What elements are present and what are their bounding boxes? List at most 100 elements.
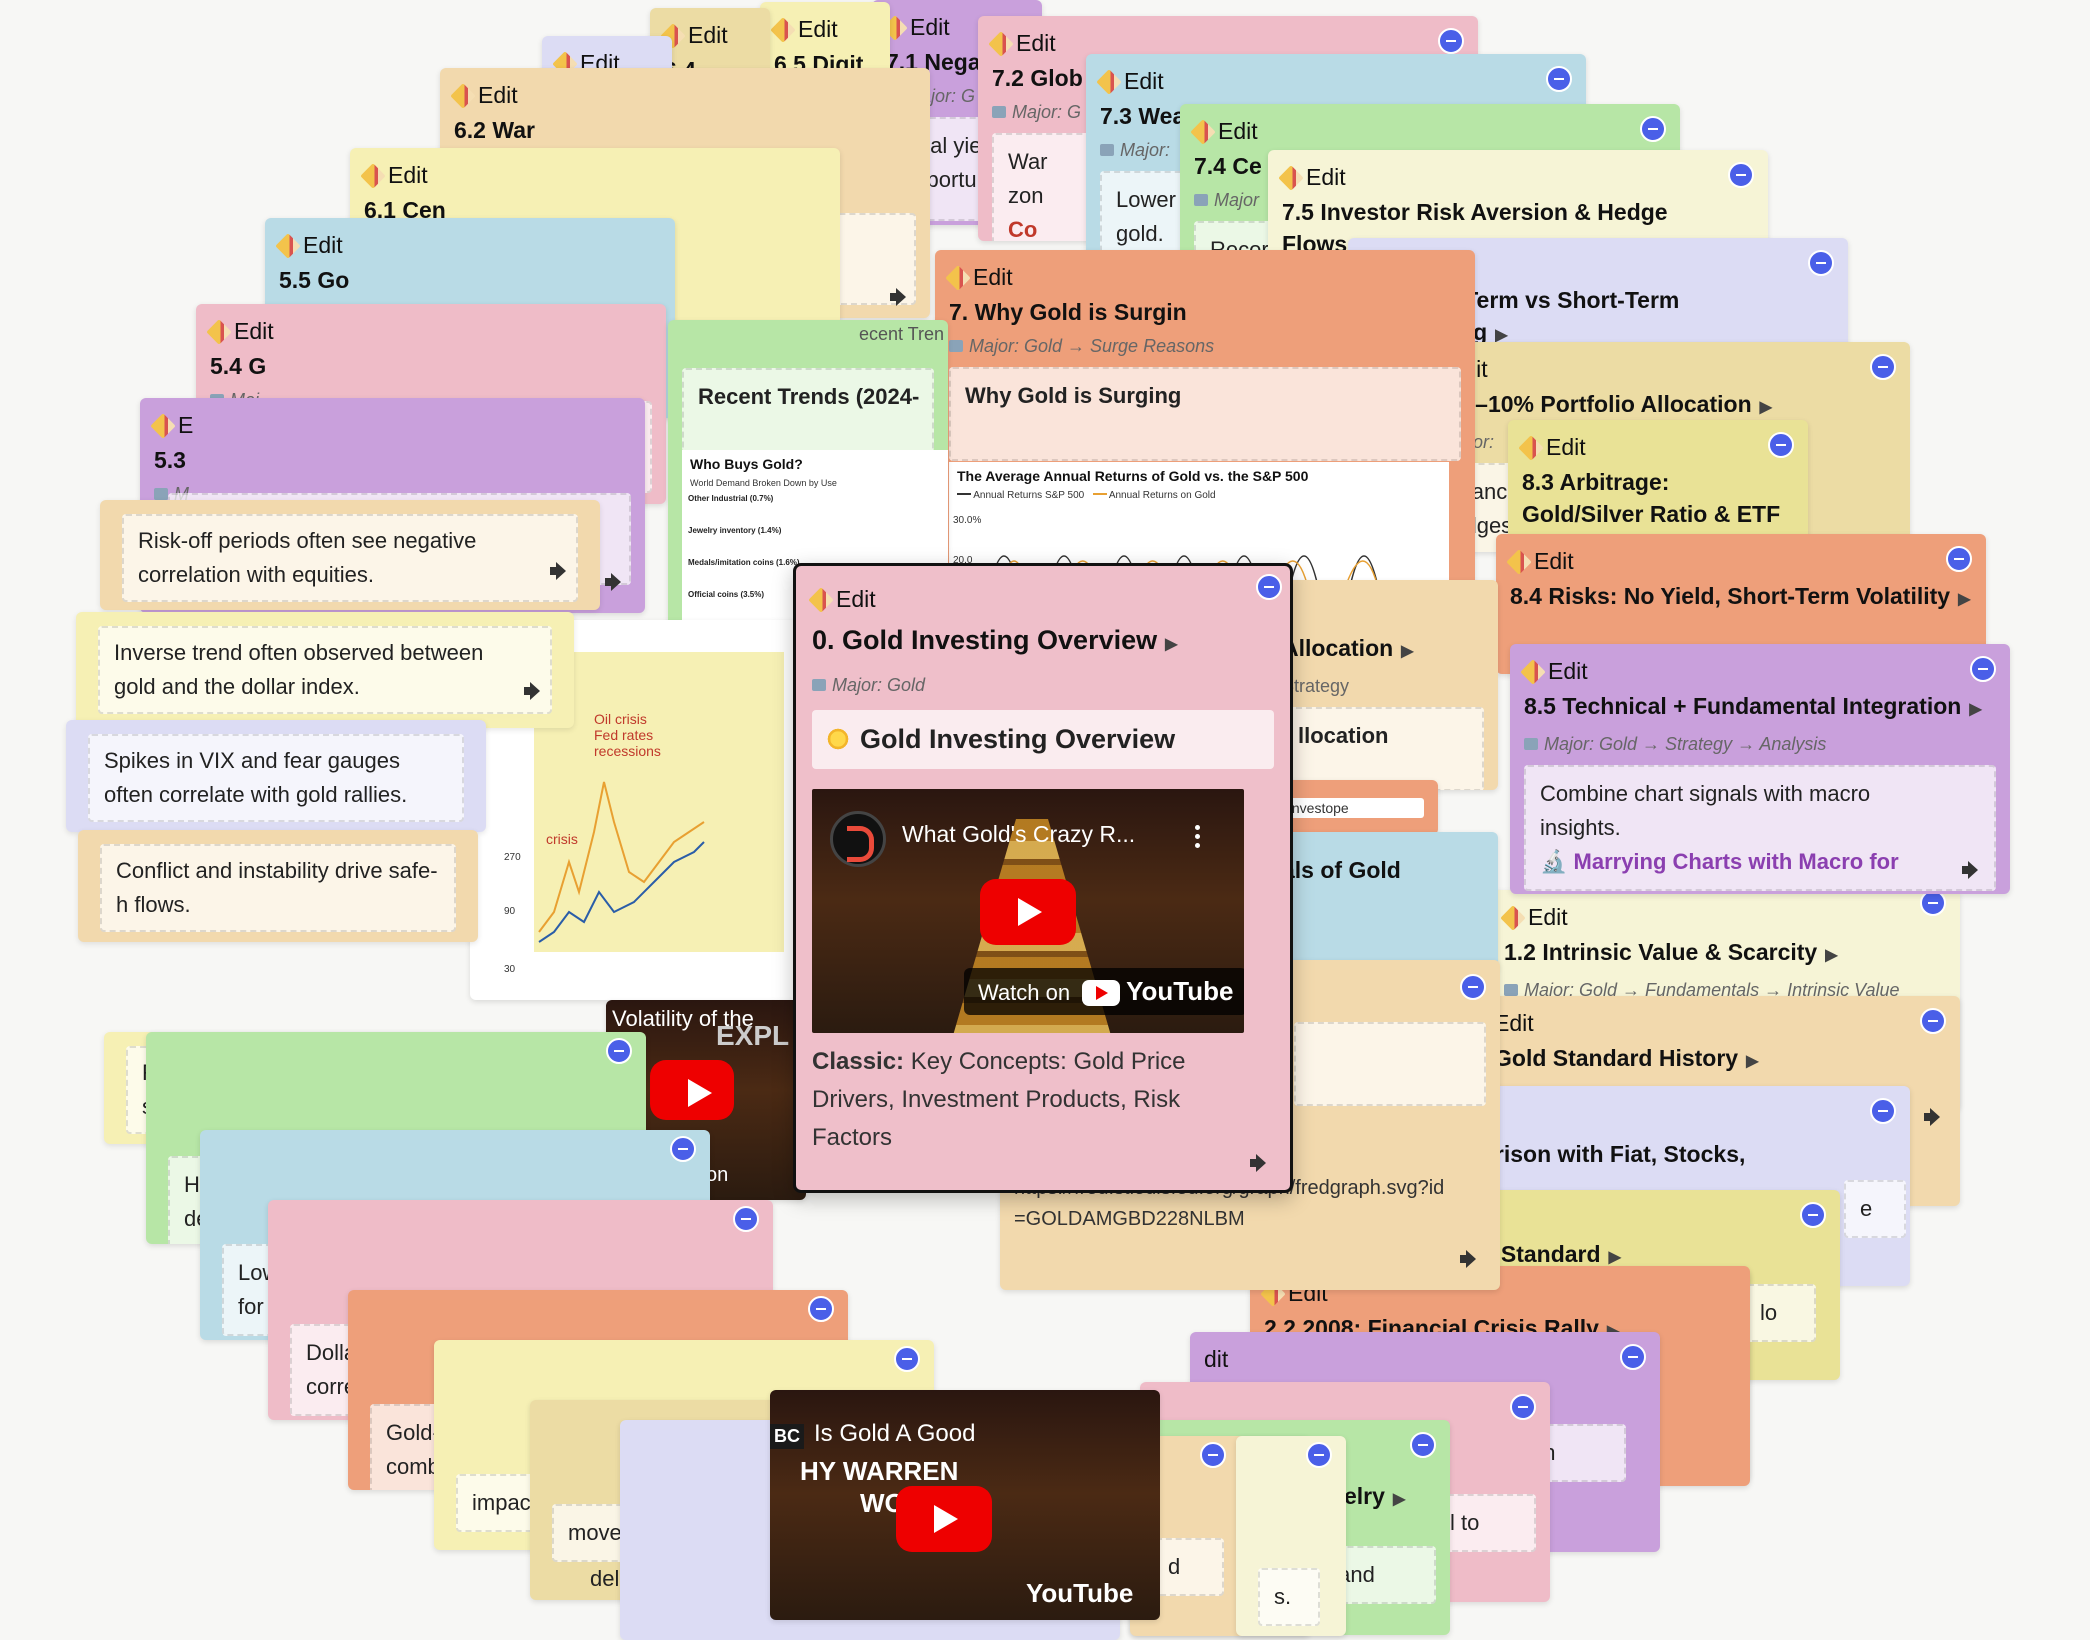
collapse-button[interactable] <box>1510 1394 1536 1420</box>
edit-button[interactable]: Edit <box>945 262 1461 292</box>
speaker-icon[interactable] <box>1250 1154 1272 1172</box>
collapse-button[interactable] <box>1200 1442 1226 1468</box>
edit-button[interactable]: Edit <box>1190 116 1666 146</box>
video-title: Volatility of the <box>612 1006 754 1031</box>
more-options-icon[interactable] <box>1195 825 1200 830</box>
watch-on[interactable]: on <box>706 1164 729 1186</box>
expand-icon[interactable]: ▶ <box>1759 399 1772 416</box>
speaker-icon[interactable] <box>1460 1250 1482 1268</box>
collapse-button[interactable] <box>1620 1344 1646 1370</box>
watch-on-youtube[interactable]: Watch on YouTube <box>964 968 1244 1015</box>
collapse-button[interactable] <box>1256 574 1282 600</box>
speaker-icon[interactable] <box>524 682 546 700</box>
edit-button[interactable]: Edit <box>882 12 1028 42</box>
play-button[interactable] <box>980 879 1076 945</box>
expand-icon[interactable]: ▶ <box>1165 636 1178 653</box>
edit-button[interactable]: Edit <box>1506 546 1972 576</box>
strip-conflict[interactable]: Conflict and instability drive safe-h fl… <box>78 830 478 942</box>
edit-button[interactable]: Edit <box>988 28 1464 58</box>
expand-icon[interactable]: ▶ <box>1608 1249 1621 1266</box>
collapse-button[interactable] <box>1306 1442 1332 1468</box>
edit-button[interactable]: Edit <box>1420 354 1896 384</box>
edit-button[interactable]: Edit <box>1500 902 1946 932</box>
expand-icon[interactable]: ▶ <box>1969 701 1982 718</box>
card-fundamentals[interactable]: als of Gold <box>1268 832 1498 972</box>
strip-note: Spikes in VIX and fear gauges often corr… <box>88 734 464 822</box>
edit-button[interactable]: Edit <box>1520 656 1996 686</box>
collapse-button[interactable] <box>1808 250 1834 276</box>
edit-button[interactable]: Edit <box>1278 162 1754 192</box>
strip-s[interactable]: s. <box>1236 1436 1346 1636</box>
card-8-5[interactable]: Edit 8.5 Technical + Fundamental Integra… <box>1510 644 2010 894</box>
edit-button[interactable]: E <box>150 410 631 440</box>
expand-icon[interactable]: ▶ <box>1746 1053 1759 1070</box>
edit-button[interactable]: Edit <box>660 20 756 50</box>
card-allocation[interactable]: Allocation ▶ Strategy llocation <box>1268 580 1498 790</box>
collapse-button[interactable] <box>670 1136 696 1162</box>
collapse-button[interactable] <box>1640 116 1666 142</box>
video-brand[interactable]: YouTube <box>1026 1578 1134 1608</box>
edit-button[interactable]: Edit <box>1096 66 1572 96</box>
video-title[interactable]: What Gold's Crazy R... <box>902 821 1136 847</box>
pencil-icon <box>1278 165 1304 191</box>
annotation: recessions <box>594 743 661 759</box>
strip-vix[interactable]: Spikes in VIX and fear gauges often corr… <box>66 720 486 832</box>
collapse-button[interactable] <box>1410 1432 1436 1458</box>
edit-button[interactable]: Edit <box>275 230 661 260</box>
collapse-button[interactable] <box>1728 162 1754 188</box>
collapse-button[interactable] <box>1768 432 1794 458</box>
edit-button[interactable]: Edit <box>770 14 876 44</box>
expand-icon[interactable]: ▶ <box>1401 643 1414 660</box>
edit-button[interactable]: Edit <box>1494 1010 1534 1036</box>
note-link[interactable]: 🔬 Marrying Charts with Macro for <box>1540 849 1899 874</box>
collapse-button[interactable] <box>1946 546 1972 572</box>
main-card-gold-overview[interactable]: Edit 0. Gold Investing Overview ▶ Major: … <box>793 563 1293 1193</box>
collapse-button[interactable] <box>1800 1202 1826 1228</box>
channel-logo[interactable] <box>830 811 886 867</box>
chart-row-label: Medals/imitation coins (1.6%) <box>688 558 800 567</box>
strip-risk-off[interactable]: Risk-off periods often see negative corr… <box>100 500 600 610</box>
collapse-button[interactable] <box>1870 354 1896 380</box>
card-major: Major: <box>1100 140 1572 161</box>
collapse-button[interactable] <box>1460 974 1486 1000</box>
speaker-icon[interactable] <box>605 573 627 591</box>
edit-button[interactable]: Edit <box>360 160 826 190</box>
youtube-embed[interactable]: What Gold's Crazy R... Watch on YouTube <box>812 789 1244 1033</box>
flag-icon <box>812 679 826 691</box>
collapse-button[interactable] <box>808 1296 834 1322</box>
card-title: elry ▶ <box>1344 1483 1406 1509</box>
collapse-button[interactable] <box>1438 28 1464 54</box>
collapse-button[interactable] <box>733 1206 759 1232</box>
card-title: 7.2 Glob <box>992 65 1083 91</box>
speaker-icon[interactable] <box>890 288 912 306</box>
play-button[interactable] <box>896 1486 992 1552</box>
card-investopedia[interactable]: Investope <box>1268 780 1438 835</box>
play-button[interactable] <box>650 1060 734 1120</box>
edit-button[interactable]: Edit <box>1518 432 1794 462</box>
edit-button[interactable]: dit <box>1204 1346 1229 1372</box>
expand-icon[interactable]: ▶ <box>1958 591 1971 608</box>
expand-icon[interactable]: ▶ <box>1825 947 1838 964</box>
speaker-icon[interactable] <box>1962 861 1984 879</box>
speaker-icon[interactable] <box>1924 1108 1946 1126</box>
pencil-icon <box>1190 119 1216 145</box>
annotation: Oil crisis <box>594 711 647 727</box>
flag-icon <box>1194 194 1208 206</box>
gold-price-chart: Oil crisis Fed rates recessions crisis 2… <box>504 652 784 975</box>
card-title: 8.5 Technical + Fundamental Integration ▶ <box>1524 693 1982 719</box>
speaker-icon[interactable] <box>550 562 572 580</box>
collapse-button[interactable] <box>1870 1098 1896 1124</box>
strip-dollar-index[interactable]: Inverse trend often observed between gol… <box>76 612 574 728</box>
collapse-button[interactable] <box>894 1346 920 1372</box>
collapse-button[interactable] <box>1920 1008 1946 1034</box>
pencil-icon <box>275 233 301 259</box>
video-warren[interactable]: BC Is Gold A Good HY WARREN WO YouTube <box>770 1390 1160 1620</box>
expand-icon[interactable]: ▶ <box>1495 327 1508 344</box>
edit-button[interactable]: Edit <box>808 584 1274 614</box>
collapse-button[interactable] <box>606 1038 632 1064</box>
edit-button[interactable]: Edit <box>206 316 652 346</box>
edit-button[interactable]: Edit <box>450 80 916 110</box>
collapse-button[interactable] <box>1970 656 1996 682</box>
expand-icon[interactable]: ▶ <box>1392 1491 1406 1508</box>
collapse-button[interactable] <box>1546 66 1572 92</box>
